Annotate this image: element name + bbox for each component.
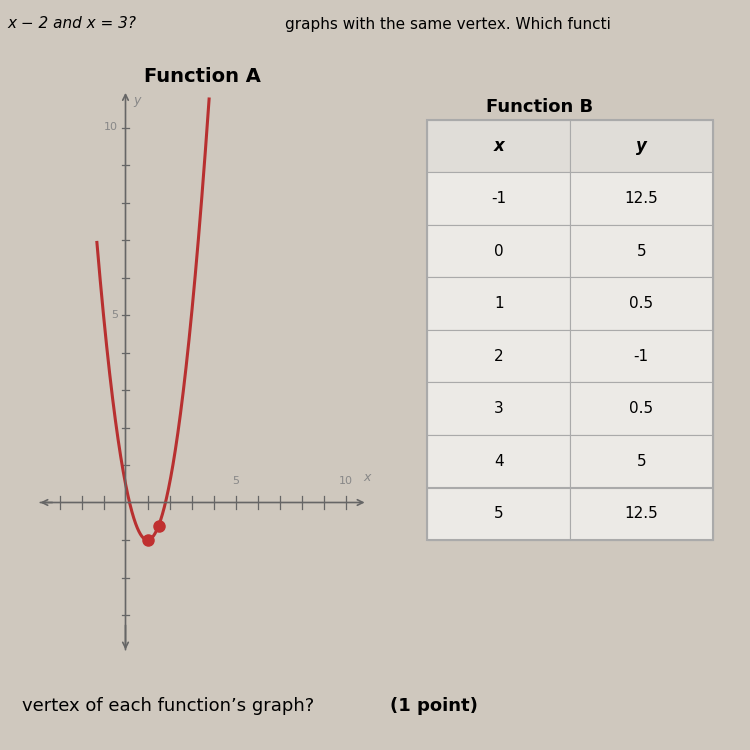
Text: 0: 0	[494, 244, 503, 259]
Text: 3: 3	[494, 401, 503, 416]
Title: Function A: Function A	[144, 67, 261, 86]
Text: 0.5: 0.5	[629, 401, 653, 416]
Bar	[427, 172, 570, 225]
Text: 5: 5	[494, 506, 503, 521]
Bar	[570, 330, 712, 382]
Text: 0.5: 0.5	[629, 296, 653, 311]
Bar	[427, 435, 570, 488]
Bar	[427, 120, 570, 172]
Text: 5: 5	[111, 310, 118, 320]
Bar	[570, 278, 712, 330]
Text: x: x	[494, 137, 504, 155]
Text: x: x	[363, 471, 370, 484]
Text: -1: -1	[491, 191, 506, 206]
Bar	[570, 488, 712, 540]
Text: Function B: Function B	[487, 98, 593, 116]
Bar	[570, 435, 712, 488]
Text: x − 2 and x = 3?: x − 2 and x = 3?	[8, 16, 136, 32]
Text: 5: 5	[232, 476, 239, 486]
Bar	[570, 172, 712, 225]
Text: 1: 1	[494, 296, 503, 311]
Text: (1 point): (1 point)	[390, 698, 478, 715]
Text: 12.5: 12.5	[624, 506, 658, 521]
Bar	[427, 278, 570, 330]
Text: 10: 10	[338, 476, 352, 486]
Text: y: y	[134, 94, 140, 106]
Text: 12.5: 12.5	[624, 191, 658, 206]
Text: 10: 10	[104, 122, 118, 133]
Bar	[570, 225, 712, 278]
Text: -1: -1	[634, 349, 649, 364]
Text: graphs with the same vertex. Which functi: graphs with the same vertex. Which funct…	[285, 16, 610, 32]
Text: vertex of each function’s graph?: vertex of each function’s graph?	[22, 698, 320, 715]
Text: y: y	[636, 137, 646, 155]
Text: 2: 2	[494, 349, 503, 364]
Text: 5: 5	[637, 454, 646, 469]
Bar	[570, 382, 712, 435]
Text: 5: 5	[637, 244, 646, 259]
Bar	[427, 382, 570, 435]
Bar	[427, 330, 570, 382]
Text: 4: 4	[494, 454, 503, 469]
Bar	[570, 120, 712, 172]
Bar	[427, 488, 570, 540]
Bar	[427, 225, 570, 278]
